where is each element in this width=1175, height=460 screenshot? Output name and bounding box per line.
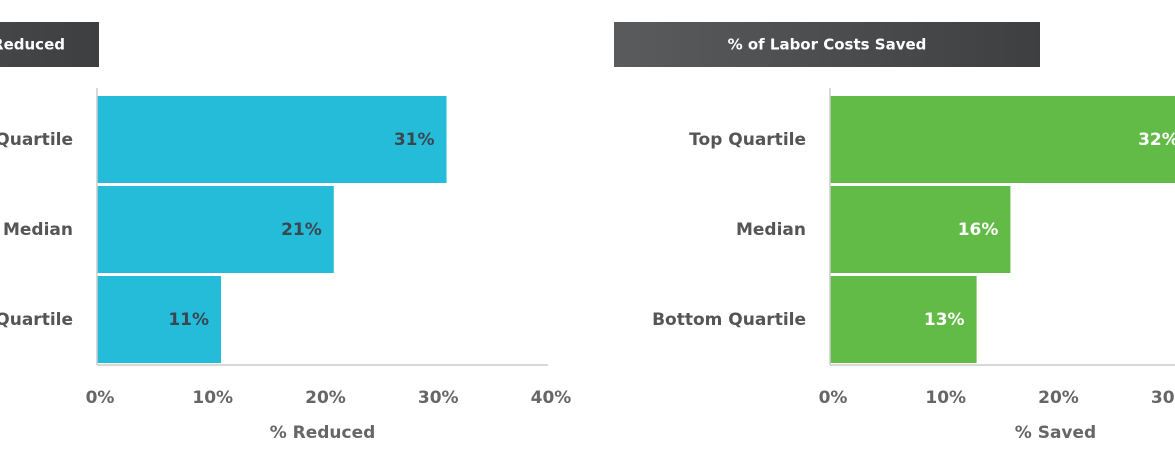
x-tick-label: 40% xyxy=(531,388,572,408)
x-tick-label: 20% xyxy=(305,388,346,408)
value-label: 31% xyxy=(394,130,435,150)
x-tick-label: 0% xyxy=(819,388,848,408)
x-tick-label: 20% xyxy=(1038,388,1079,408)
title-box xyxy=(0,22,99,67)
x-axis-label: % Saved xyxy=(1015,423,1096,443)
x-tick-label: 0% xyxy=(86,388,115,408)
category-label: Median xyxy=(736,220,806,240)
bar xyxy=(97,186,334,273)
chart-title: Reduced xyxy=(0,36,65,54)
bar xyxy=(830,276,977,363)
x-axis-label: % Reduced xyxy=(270,423,376,443)
category-label: Median xyxy=(3,220,73,240)
value-label: 21% xyxy=(281,220,322,240)
chart-title: % of Labor Costs Saved xyxy=(728,36,927,54)
bar xyxy=(830,96,1175,183)
x-tick-label: 10% xyxy=(192,388,233,408)
category-label: Top Quartile xyxy=(689,130,806,150)
value-label: 16% xyxy=(958,220,999,240)
bar xyxy=(97,276,222,363)
value-label: 13% xyxy=(924,310,965,330)
bar xyxy=(97,96,447,183)
category-label: Bottom Quartile xyxy=(0,310,73,330)
value-label: 11% xyxy=(168,310,209,330)
x-tick-label: 10% xyxy=(925,388,966,408)
bar xyxy=(830,186,1011,273)
category-label: Bottom Quartile xyxy=(652,310,806,330)
x-tick-label: 30% xyxy=(1151,388,1175,408)
category-label: Top Quartile xyxy=(0,130,73,150)
x-tick-label: 30% xyxy=(418,388,459,408)
title-box xyxy=(614,22,1040,67)
value-label: 32% xyxy=(1138,130,1175,150)
